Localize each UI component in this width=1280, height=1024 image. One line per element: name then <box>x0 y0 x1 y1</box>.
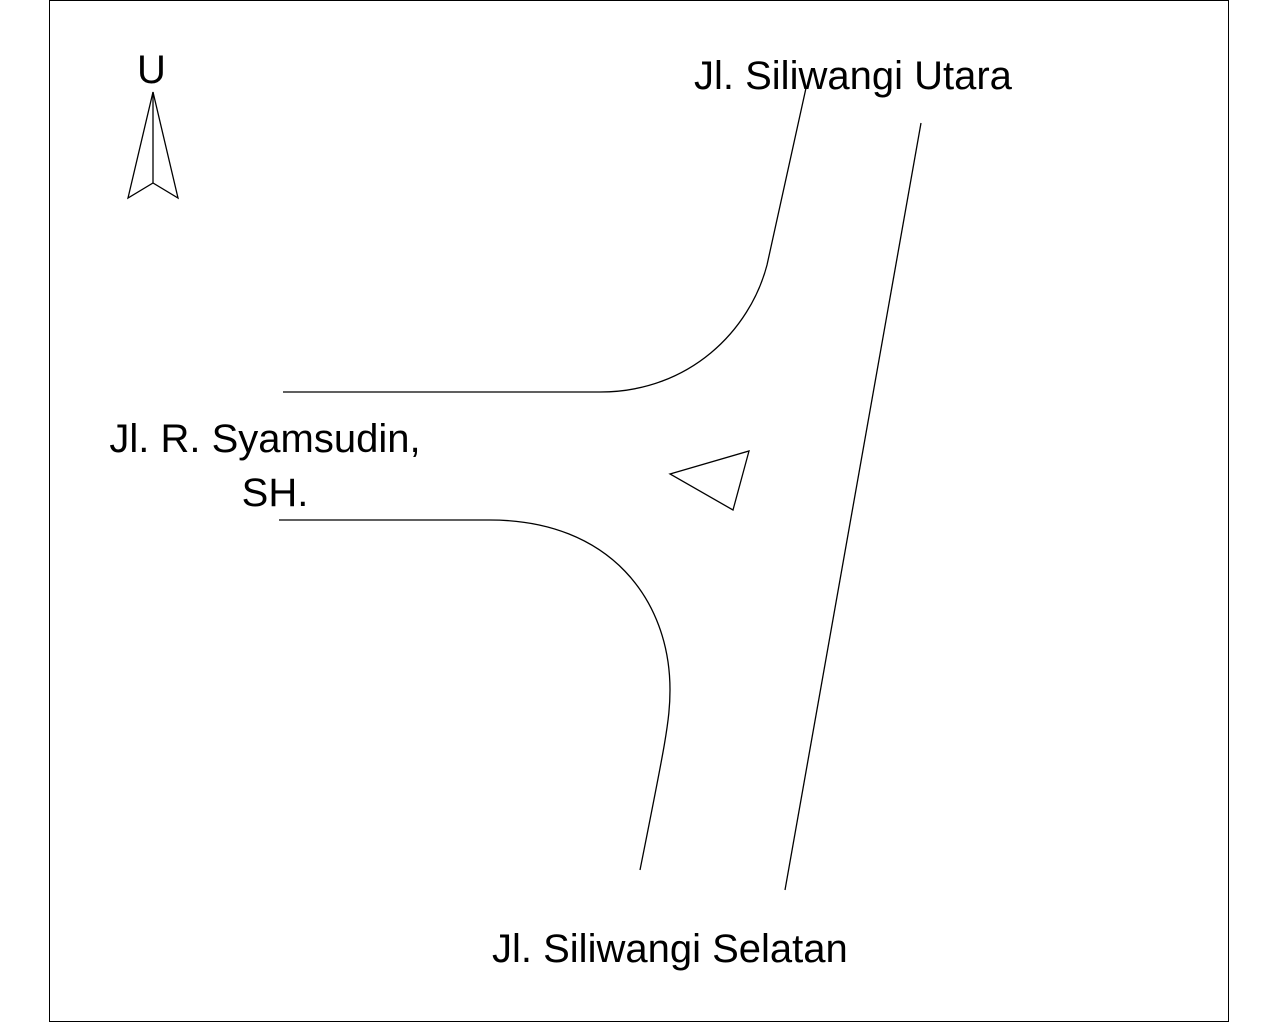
road-edge-southwest-curb <box>279 519 671 871</box>
north-arrow-icon <box>127 91 179 200</box>
road-edge-northwest-curb <box>283 87 807 393</box>
north-label: U <box>137 48 166 92</box>
road-edge-east <box>784 122 922 891</box>
street-label-north: Jl. Siliwangi Utara <box>694 54 1012 98</box>
map-frame <box>49 0 1229 1022</box>
street-label-south: Jl. Siliwangi Selatan <box>492 927 848 971</box>
traffic-island <box>668 450 750 511</box>
street-label-west-line1: Jl. R. Syamsudin, <box>109 417 421 461</box>
street-label-west: Jl. R. Syamsudin, SH. <box>90 412 440 520</box>
street-label-west-line2: SH. <box>241 471 309 515</box>
